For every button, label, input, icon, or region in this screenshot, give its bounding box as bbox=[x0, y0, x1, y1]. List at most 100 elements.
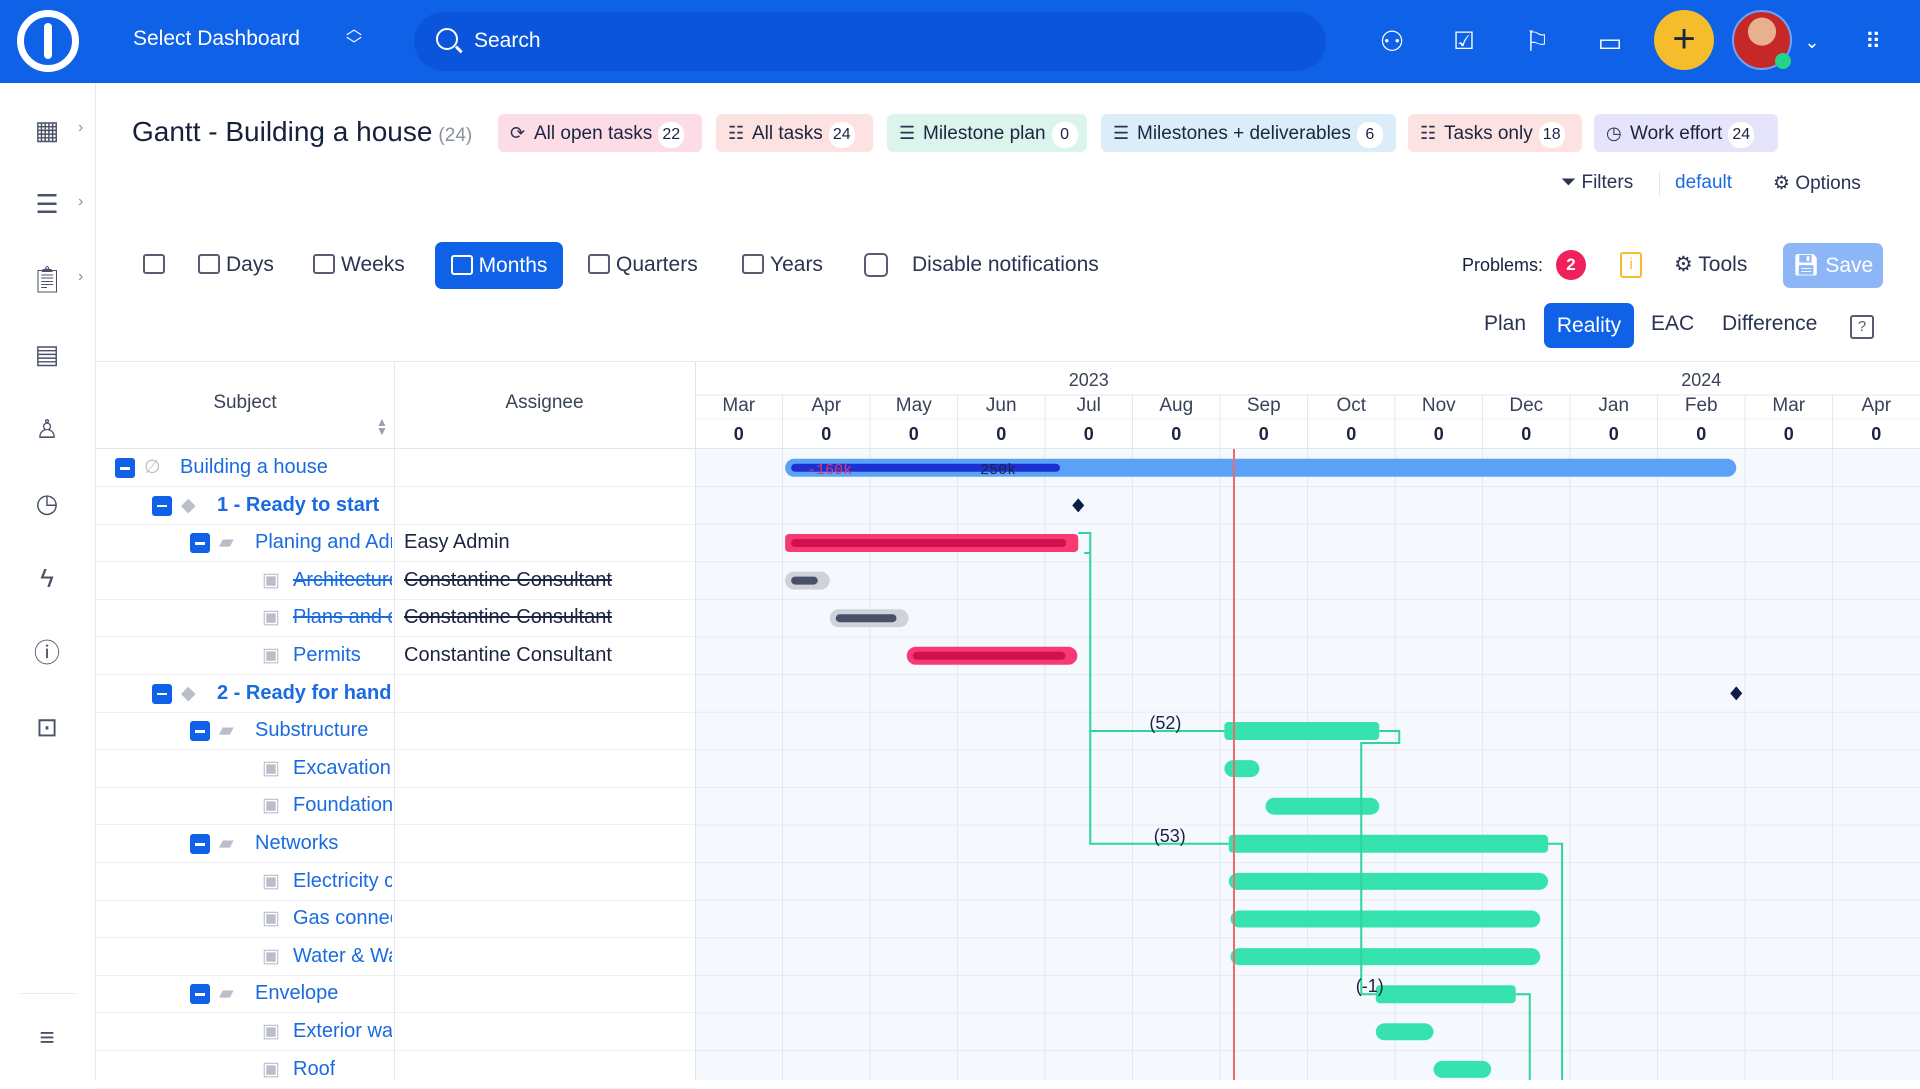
table-row[interactable]: ▰ Networks bbox=[96, 825, 695, 863]
row-subject[interactable]: Exterior walls bbox=[293, 1020, 392, 1042]
gantt-bar[interactable] bbox=[1224, 760, 1260, 778]
gantt-bar-progress[interactable] bbox=[791, 463, 1060, 472]
options-button[interactable]: ⚙ Options bbox=[1773, 172, 1861, 195]
table-row[interactable]: ▣ Electricity connection bbox=[96, 863, 695, 901]
gantt-bar[interactable] bbox=[1228, 872, 1549, 890]
mode-reality[interactable]: Reality bbox=[1544, 303, 1634, 348]
table-row[interactable]: ∅ Building a house bbox=[96, 449, 695, 487]
table-row[interactable]: ▣ Exterior walls bbox=[96, 1013, 695, 1051]
column-header-subject[interactable]: Subject bbox=[213, 392, 277, 413]
row-subject[interactable]: Gas connection bbox=[293, 907, 392, 930]
table-row[interactable]: ◆ 1 - Ready to start bbox=[96, 487, 695, 525]
dashboard-icon[interactable]: ▦ bbox=[34, 115, 60, 145]
info-icon[interactable]: i bbox=[1620, 252, 1642, 278]
lightning-icon[interactable]: ϟ bbox=[40, 563, 54, 593]
gantt-bar-progress[interactable] bbox=[912, 651, 1066, 660]
table-row[interactable]: ▣ Foundation bbox=[96, 787, 695, 826]
board-icon[interactable]: ▤ bbox=[34, 339, 60, 369]
avatar[interactable] bbox=[1732, 10, 1792, 70]
help-icon[interactable]: ? bbox=[1850, 315, 1874, 339]
filter-chip[interactable]: ☰ Milestone plan 0 bbox=[887, 114, 1087, 152]
tree-list-icon[interactable]: ☰ bbox=[35, 189, 59, 219]
row-subject[interactable]: Substructure bbox=[255, 719, 369, 742]
apps-grid-icon[interactable]: ⠿ bbox=[1864, 29, 1881, 54]
app-logo[interactable] bbox=[17, 10, 79, 72]
row-subject[interactable]: Networks bbox=[255, 832, 339, 854]
chart-icon[interactable]: ⊡ bbox=[36, 712, 58, 742]
collapse-toggle[interactable] bbox=[115, 458, 135, 478]
table-row[interactable]: ▣ Architecture Constantine Consultant bbox=[96, 562, 695, 600]
collapse-toggle[interactable] bbox=[190, 834, 210, 854]
collapse-menu-icon[interactable]: ≡ bbox=[39, 1022, 55, 1052]
collapse-toggle[interactable] bbox=[190, 984, 210, 1005]
filters-button[interactable]: ⏷ Filters bbox=[1561, 172, 1633, 194]
user-icon[interactable]: ⚇ bbox=[1379, 26, 1405, 57]
quarters-button[interactable]: Quarters bbox=[588, 252, 698, 278]
mode-plan[interactable]: Plan bbox=[1484, 312, 1527, 335]
table-row[interactable]: ▣ Roof bbox=[96, 1051, 695, 1089]
person-icon[interactable]: ♙ bbox=[35, 414, 59, 444]
years-button[interactable]: Years bbox=[742, 252, 823, 278]
collapse-toggle[interactable] bbox=[152, 495, 172, 516]
row-subject[interactable]: Planing and Administration bbox=[255, 531, 392, 554]
filter-chip[interactable]: ⟳ All open tasks 22 bbox=[498, 114, 702, 152]
gantt-bar[interactable] bbox=[1230, 948, 1541, 966]
gantt-bar[interactable] bbox=[1224, 722, 1380, 740]
gantt-bar[interactable] bbox=[1375, 985, 1516, 1004]
gantt-bar[interactable] bbox=[1228, 834, 1549, 853]
weeks-button[interactable]: Weeks bbox=[313, 252, 405, 278]
row-subject[interactable]: Roof bbox=[293, 1057, 336, 1080]
calendar-today-button[interactable] bbox=[143, 252, 171, 278]
collapse-toggle[interactable] bbox=[190, 721, 210, 742]
alert-icon[interactable]: ⓘ bbox=[33, 638, 60, 668]
row-subject[interactable]: Architecture bbox=[293, 568, 392, 591]
table-row[interactable]: ▰ Substructure bbox=[96, 712, 695, 751]
filter-chip[interactable]: ◷ Work effort 24 bbox=[1594, 114, 1778, 152]
query-default-link[interactable]: default bbox=[1675, 172, 1733, 193]
column-header-assignee[interactable]: Assignee bbox=[505, 392, 584, 413]
table-row[interactable]: ▰ Envelope bbox=[96, 975, 695, 1014]
clock-icon[interactable]: ◷ bbox=[35, 488, 59, 518]
gantt-bar[interactable] bbox=[1433, 1060, 1492, 1078]
collapse-toggle[interactable] bbox=[190, 533, 210, 554]
mode-difference[interactable]: Difference bbox=[1722, 312, 1818, 335]
filter-chip[interactable]: ☷ Tasks only 18 bbox=[1408, 114, 1582, 152]
chevron-right-icon[interactable]: › bbox=[78, 268, 84, 285]
row-subject[interactable]: Permits bbox=[293, 644, 361, 666]
row-subject[interactable]: Electricity connection bbox=[293, 869, 392, 892]
row-subject[interactable]: Building a house bbox=[180, 456, 328, 478]
disable-notifications-checkbox[interactable] bbox=[864, 253, 888, 277]
select-dashboard[interactable]: Select Dashboard bbox=[133, 27, 300, 50]
clipboard-check-icon[interactable]: 📋︎ bbox=[30, 264, 64, 294]
add-button[interactable]: + bbox=[1654, 10, 1714, 70]
calendar-icon[interactable]: ▭ bbox=[1597, 27, 1623, 57]
months-button[interactable]: Months bbox=[435, 242, 563, 289]
chevron-up-down-icon[interactable]: ︿ ﹀ bbox=[346, 21, 363, 54]
row-subject[interactable]: Envelope bbox=[255, 982, 339, 1005]
table-row[interactable]: ▣ Plans and documents Constantine Consulta… bbox=[96, 599, 695, 638]
search-input[interactable]: Search bbox=[414, 12, 1326, 71]
gantt-bar[interactable] bbox=[1230, 910, 1541, 928]
gantt-bar[interactable] bbox=[785, 458, 1737, 477]
gantt-bar[interactable] bbox=[1375, 1023, 1434, 1041]
checklist-icon[interactable]: ☑ bbox=[1453, 28, 1475, 55]
table-row[interactable]: ▣ Water & Waste bbox=[96, 938, 695, 976]
row-subject[interactable]: 2 - Ready for handover bbox=[217, 681, 392, 704]
disable-notifications-label[interactable]: Disable notifications bbox=[912, 253, 1099, 276]
gantt-bar-progress[interactable] bbox=[791, 539, 1067, 547]
gantt-bar-progress[interactable] bbox=[835, 614, 897, 623]
table-row[interactable]: ▣ Gas connection bbox=[96, 900, 695, 939]
tools-button[interactable]: ⚙ Tools bbox=[1674, 252, 1747, 278]
table-row[interactable]: ▰ Planing and Administration Easy Admin bbox=[96, 524, 695, 563]
chevron-right-icon[interactable]: › bbox=[78, 119, 84, 136]
table-row[interactable]: ▣ Excavation bbox=[96, 750, 695, 788]
problems-badge[interactable]: 2 bbox=[1556, 250, 1586, 280]
gantt-bar-progress[interactable] bbox=[791, 576, 818, 585]
row-subject[interactable]: Water & Waste bbox=[293, 944, 392, 967]
days-button[interactable]: Days bbox=[198, 252, 274, 278]
mode-eac[interactable]: EAC bbox=[1651, 312, 1695, 335]
row-subject[interactable]: Foundation bbox=[293, 794, 392, 817]
gantt-bar[interactable] bbox=[1265, 797, 1380, 815]
row-subject[interactable]: Plans and documents bbox=[293, 606, 392, 629]
save-button[interactable]: 💾︎ Save bbox=[1783, 243, 1883, 288]
